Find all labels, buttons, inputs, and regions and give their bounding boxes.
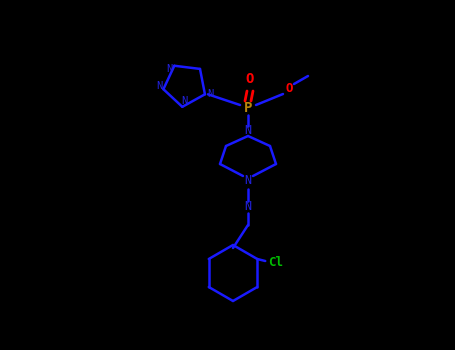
Text: N: N (244, 124, 252, 136)
Text: P: P (244, 101, 252, 115)
Text: N: N (244, 201, 252, 214)
Text: N: N (166, 64, 172, 74)
Text: O: O (246, 72, 254, 86)
Text: N: N (207, 89, 213, 99)
Text: Cl: Cl (268, 256, 283, 268)
Text: N: N (156, 81, 162, 91)
Text: N: N (244, 175, 252, 188)
Text: N: N (181, 96, 187, 106)
Text: O: O (285, 82, 293, 95)
